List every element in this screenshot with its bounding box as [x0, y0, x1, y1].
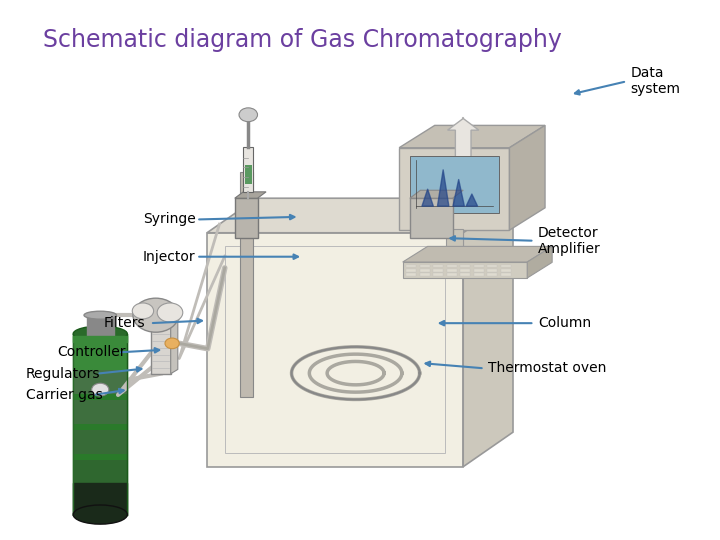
Bar — [474, 269, 484, 272]
Polygon shape — [399, 125, 545, 148]
Bar — [410, 198, 452, 238]
Bar — [245, 165, 252, 184]
Polygon shape — [527, 246, 552, 278]
Bar — [406, 265, 416, 267]
Polygon shape — [171, 319, 178, 374]
Bar — [420, 269, 430, 272]
Text: Column: Column — [538, 316, 591, 330]
Bar — [422, 249, 486, 259]
Bar — [487, 273, 498, 276]
Bar — [447, 269, 456, 272]
Bar — [433, 273, 444, 276]
Polygon shape — [463, 198, 513, 467]
Bar — [406, 269, 416, 272]
Circle shape — [133, 298, 179, 332]
Circle shape — [157, 303, 183, 322]
Text: Syringe: Syringe — [143, 213, 196, 226]
Bar — [474, 265, 484, 267]
Polygon shape — [399, 148, 510, 230]
Ellipse shape — [84, 311, 117, 319]
Text: Detector
Amplifier: Detector Amplifier — [538, 226, 600, 256]
Ellipse shape — [73, 505, 127, 524]
Polygon shape — [410, 190, 463, 198]
Bar — [447, 265, 456, 267]
Bar — [487, 269, 498, 272]
Bar — [474, 273, 484, 276]
Bar — [150, 323, 171, 374]
Bar — [406, 273, 416, 276]
Bar — [73, 490, 127, 515]
Bar — [501, 269, 511, 272]
Bar — [420, 273, 430, 276]
Bar — [73, 401, 127, 424]
Bar — [501, 273, 511, 276]
Bar — [460, 273, 470, 276]
Text: Regulators: Regulators — [25, 367, 100, 381]
Bar — [420, 265, 430, 267]
Bar — [433, 265, 444, 267]
Text: Thermostat oven: Thermostat oven — [488, 361, 606, 375]
Bar — [447, 273, 456, 276]
Bar — [460, 265, 470, 267]
Bar — [235, 198, 258, 238]
Circle shape — [91, 383, 109, 396]
Bar — [73, 430, 127, 455]
Circle shape — [165, 338, 179, 349]
Text: Injector: Injector — [143, 249, 196, 264]
Bar — [240, 172, 253, 396]
Bar — [73, 461, 127, 484]
Ellipse shape — [73, 326, 127, 341]
Circle shape — [132, 303, 153, 319]
Polygon shape — [207, 198, 513, 233]
Text: Controller: Controller — [58, 346, 126, 360]
Bar — [446, 229, 463, 251]
Text: Filters: Filters — [104, 316, 145, 330]
Text: Carrier gas: Carrier gas — [25, 388, 102, 402]
Polygon shape — [235, 192, 266, 198]
Text: Schematic diagram of Gas Chromatography: Schematic diagram of Gas Chromatography — [43, 28, 562, 52]
Polygon shape — [150, 319, 178, 323]
Bar — [501, 265, 511, 267]
Polygon shape — [402, 246, 552, 262]
Circle shape — [239, 108, 258, 122]
Bar — [460, 269, 470, 272]
Bar — [410, 156, 499, 213]
Bar — [433, 269, 444, 272]
Polygon shape — [448, 118, 479, 190]
Text: Data
system: Data system — [631, 66, 680, 96]
Polygon shape — [510, 125, 545, 230]
Polygon shape — [207, 233, 463, 467]
Bar — [402, 262, 527, 278]
Bar — [243, 147, 253, 192]
Bar — [487, 265, 498, 267]
Bar — [73, 370, 127, 394]
